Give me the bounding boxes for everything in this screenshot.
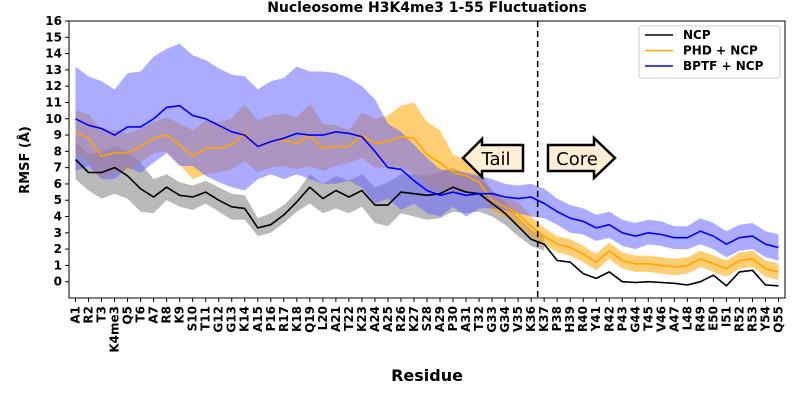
y-tick-label: 1 bbox=[54, 258, 62, 272]
y-tick-label: 3 bbox=[54, 226, 62, 240]
legend-entry: PHD + NCP bbox=[683, 44, 758, 58]
x-tick-label: G13 bbox=[225, 306, 239, 333]
x-tick-label: T32 bbox=[472, 306, 486, 331]
tail-arrow-label: Tail bbox=[480, 149, 510, 170]
x-tick-label: R40 bbox=[576, 306, 590, 332]
confidence-bands bbox=[75, 43, 779, 281]
legend-entry: BPTF + NCP bbox=[683, 59, 764, 73]
y-tick-label: 0 bbox=[54, 275, 62, 289]
series-lines bbox=[74, 104, 779, 287]
line-series-1 bbox=[75, 131, 779, 273]
x-tick-label: R26 bbox=[394, 306, 408, 332]
x-axis: A1 R2 T3 K4me3 Q5 T6 A7 R8 K9 S10 T11 G12 G13 K14 A15 P… bbox=[69, 298, 786, 353]
line-series-0 bbox=[74, 158, 779, 287]
x-tick-label: R2 bbox=[82, 306, 96, 324]
x-tick-label: T11 bbox=[199, 306, 213, 331]
band-series-0 bbox=[75, 141, 545, 251]
x-tick-label: V46 bbox=[654, 306, 668, 332]
x-tick-label: P30 bbox=[446, 306, 460, 332]
x-tick-label: A47 bbox=[667, 306, 681, 332]
x-tick-label: T3 bbox=[95, 306, 109, 323]
tail-arrow-shape bbox=[461, 135, 525, 181]
core-arrow-shape bbox=[546, 135, 617, 181]
x-tick-label: T6 bbox=[134, 306, 148, 323]
x-tick-label: K14 bbox=[238, 306, 252, 332]
x-tick-label: R17 bbox=[277, 306, 291, 332]
x-tick-label: A1 bbox=[69, 306, 83, 324]
x-tick-label: G34 bbox=[498, 306, 512, 333]
x-tick-label: A24 bbox=[368, 306, 382, 332]
chart-title: Nucleosome H3K4me3 1-55 Fluctuations bbox=[267, 0, 587, 16]
x-tick-label: A7 bbox=[147, 306, 161, 324]
x-tick-label: G44 bbox=[628, 306, 642, 333]
x-tick-label: S28 bbox=[420, 306, 434, 331]
x-tick-label: K4me3 bbox=[108, 306, 122, 353]
x-tick-label: R42 bbox=[602, 306, 616, 332]
y-tick-label: 4 bbox=[54, 210, 62, 224]
x-tick-label: A21 bbox=[329, 306, 343, 332]
legend-box bbox=[638, 25, 781, 79]
x-tick-label: P43 bbox=[615, 306, 629, 332]
y-tick-label: 10 bbox=[45, 112, 62, 126]
x-tick-label: K27 bbox=[407, 306, 421, 332]
x-tick-label: Q5 bbox=[121, 306, 135, 325]
x-axis-label: Residue bbox=[391, 366, 463, 385]
line-series-2 bbox=[75, 104, 779, 249]
x-tick-label: V35 bbox=[511, 306, 525, 332]
x-tick-label: I51 bbox=[719, 306, 733, 327]
x-tick-label: T45 bbox=[641, 306, 655, 331]
x-tick-label: G12 bbox=[212, 306, 226, 333]
x-tick-label: K18 bbox=[290, 306, 304, 332]
x-tick-label: L20 bbox=[316, 306, 330, 330]
x-tick-label: Q55 bbox=[772, 306, 786, 333]
y-tick-label: 12 bbox=[45, 79, 62, 93]
y-tick-label: 2 bbox=[54, 242, 62, 256]
x-tick-label: R8 bbox=[160, 306, 174, 324]
y-tick-label: 5 bbox=[54, 193, 62, 207]
x-tick-label: K23 bbox=[355, 306, 369, 332]
legend-entry: NCP bbox=[683, 28, 711, 42]
x-tick-label: A25 bbox=[381, 306, 395, 332]
y-tick-label: 8 bbox=[54, 144, 62, 158]
x-tick-label: A29 bbox=[433, 306, 447, 332]
x-tick-label: Y54 bbox=[759, 306, 773, 332]
region-annotations: Tail Core bbox=[461, 135, 617, 181]
x-tick-label: L48 bbox=[680, 306, 694, 330]
core-arrow-label: Core bbox=[556, 149, 598, 170]
x-tick-label: Y41 bbox=[589, 306, 603, 332]
x-tick-label: Q19 bbox=[303, 306, 317, 333]
x-tick-label: R49 bbox=[693, 306, 707, 332]
x-tick-label: K9 bbox=[173, 306, 187, 324]
y-tick-label: 11 bbox=[45, 95, 62, 109]
y-tick-label: 14 bbox=[45, 47, 62, 61]
x-tick-label: R53 bbox=[746, 306, 760, 332]
x-tick-label: A31 bbox=[459, 306, 473, 332]
y-tick-label: 15 bbox=[45, 30, 62, 44]
x-tick-label: K37 bbox=[537, 306, 551, 332]
x-tick-label: K36 bbox=[524, 306, 538, 332]
x-tick-label: R52 bbox=[732, 306, 746, 332]
x-tick-label: P16 bbox=[264, 306, 278, 332]
x-tick-label: H39 bbox=[563, 306, 577, 333]
x-tick-label: E50 bbox=[706, 306, 720, 331]
x-tick-label: G33 bbox=[485, 306, 499, 333]
y-axis-label: RMSF (Å) bbox=[17, 126, 33, 194]
x-tick-label: P38 bbox=[550, 306, 564, 332]
x-tick-label: A15 bbox=[251, 306, 265, 332]
y-tick-label: 16 bbox=[45, 14, 62, 28]
y-tick-label: 9 bbox=[54, 128, 62, 142]
y-tick-label: 13 bbox=[45, 63, 62, 77]
x-tick-label: S10 bbox=[186, 306, 200, 331]
band-series-2 bbox=[75, 43, 779, 261]
y-tick-label: 6 bbox=[54, 177, 62, 191]
y-tick-label: 7 bbox=[54, 161, 62, 175]
x-tick-label: T22 bbox=[342, 306, 356, 331]
